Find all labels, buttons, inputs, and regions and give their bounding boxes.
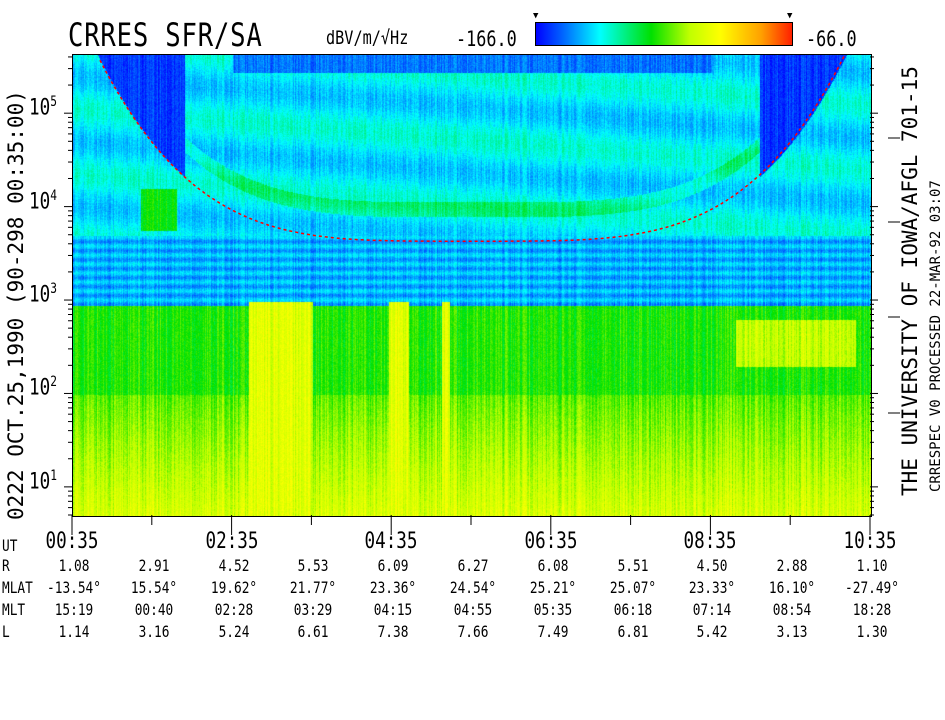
ephemeris-value: 6.27 — [457, 556, 489, 575]
y-tick-label: 105 — [29, 94, 57, 120]
x-tick-label: 04:35 — [364, 529, 418, 554]
y-tick-exponent: 1 — [50, 467, 57, 484]
colorbar-max: -66.0 — [806, 27, 857, 51]
ephemeris-row-label: L — [2, 622, 10, 641]
x-tick-label: 08:35 — [683, 529, 737, 554]
ephemeris-value: 24.54° — [449, 578, 497, 597]
y-tick-exponent: 3 — [50, 281, 57, 298]
y-tick-base: 10 — [29, 95, 51, 121]
colorbar — [535, 22, 793, 46]
x-tick-label: 00:35 — [45, 529, 99, 554]
y-tick-base: 10 — [29, 469, 51, 495]
plot-area — [72, 54, 872, 517]
ephemeris-value: 6.61 — [297, 622, 329, 641]
ephemeris-value: 02:28 — [214, 600, 253, 619]
ephemeris-value: 3.16 — [138, 622, 170, 641]
ephemeris-value: 03:29 — [294, 600, 333, 619]
x-tick-label: 06:35 — [524, 529, 578, 554]
ephemeris-value: 6.08 — [537, 556, 569, 575]
ephemeris-value: 23.33° — [689, 578, 736, 597]
ephemeris-value: 1.14 — [58, 622, 90, 641]
ephemeris-row-label: R — [2, 556, 10, 575]
ephemeris-value: 5.42 — [696, 622, 728, 641]
ephemeris-row-label: MLT — [2, 600, 26, 619]
y-tick-label: 103 — [29, 281, 57, 307]
chart-title: CRRES SFR/SA — [68, 16, 263, 54]
ephemeris-value: 25.07° — [609, 578, 656, 597]
y-tick-label: 104 — [29, 188, 57, 214]
y-tick-base: 10 — [29, 282, 51, 308]
processing-label: CRRESPEC V0 PROCESSED 22-MAR-92 03:07 — [928, 180, 944, 492]
ephemeris-value: 4.52 — [218, 556, 250, 575]
ephemeris-value: 1.10 — [856, 556, 888, 575]
ephemeris-value: 04:15 — [373, 600, 413, 619]
ephemeris-value: -27.49° — [845, 578, 899, 597]
ephemeris-value: 7.66 — [457, 622, 489, 641]
y-axis-label: 0222 OCT.25,1990 (90-298 00:35:00) — [4, 90, 28, 520]
ephemeris-value: 2.91 — [138, 556, 170, 575]
ephemeris-row-label: MLAT — [2, 578, 33, 597]
ephemeris-value: 23.36° — [370, 578, 417, 597]
colorbar-min: -166.0 — [456, 27, 517, 51]
ephemeris-value: 18:28 — [852, 600, 892, 619]
ephemeris-value: 6.81 — [617, 622, 649, 641]
ephemeris-value: 1.30 — [856, 622, 888, 641]
ephemeris-value: 15.54° — [130, 578, 177, 597]
ephemeris-value: 7.49 — [537, 622, 569, 641]
x-tick-label: 10:35 — [843, 529, 897, 554]
ephemeris-value: 25.21° — [529, 578, 576, 597]
ephemeris-value: 1.08 — [58, 556, 90, 575]
colorbar-min-marker-icon: ▼ — [533, 11, 539, 21]
y-tick-label: 101 — [29, 468, 57, 494]
y-tick-exponent: 5 — [50, 94, 57, 111]
ephemeris-value: 21.77° — [290, 578, 337, 597]
spectrogram-image — [73, 55, 871, 516]
ephemeris-value: 5.53 — [297, 556, 329, 575]
ephemeris-value: 00:40 — [134, 600, 174, 619]
x-axis-label: UT — [2, 536, 18, 555]
ephemeris-value: 15:19 — [54, 600, 94, 619]
ephemeris-value: 2.88 — [776, 556, 808, 575]
y-tick-exponent: 4 — [50, 187, 57, 204]
ephemeris-value: 6.09 — [377, 556, 409, 575]
ephemeris-value: 05:35 — [533, 600, 573, 619]
ephemeris-value: 08:54 — [772, 600, 812, 619]
institution-label: THE UNIVERSITY OF IOWA/AFGL 701-15 — [898, 66, 922, 496]
ephemeris-value: 5.24 — [218, 622, 250, 641]
ephemeris-value: 07:14 — [693, 600, 732, 619]
y-tick-label: 102 — [29, 374, 57, 400]
ephemeris-value: 04:55 — [453, 600, 493, 619]
gyrofrequency-line — [99, 56, 845, 242]
y-tick-exponent: 2 — [50, 374, 57, 391]
ephemeris-value: -13.54° — [47, 578, 101, 597]
ephemeris-value: 7.38 — [377, 622, 409, 641]
ephemeris-value: 06:18 — [613, 600, 652, 619]
y-tick-base: 10 — [29, 375, 51, 401]
ephemeris-value: 19.62° — [210, 578, 257, 597]
ephemeris-value: 16.10° — [769, 578, 816, 597]
ephemeris-value: 3.13 — [776, 622, 808, 641]
colorbar-units: dBV/m/√Hz — [326, 27, 409, 49]
x-tick-label: 02:35 — [205, 529, 259, 554]
ephemeris-value: 4.50 — [696, 556, 728, 575]
colorbar-max-marker-icon: ▼ — [787, 11, 793, 21]
y-tick-base: 10 — [29, 188, 51, 214]
ephemeris-value: 5.51 — [617, 556, 649, 575]
